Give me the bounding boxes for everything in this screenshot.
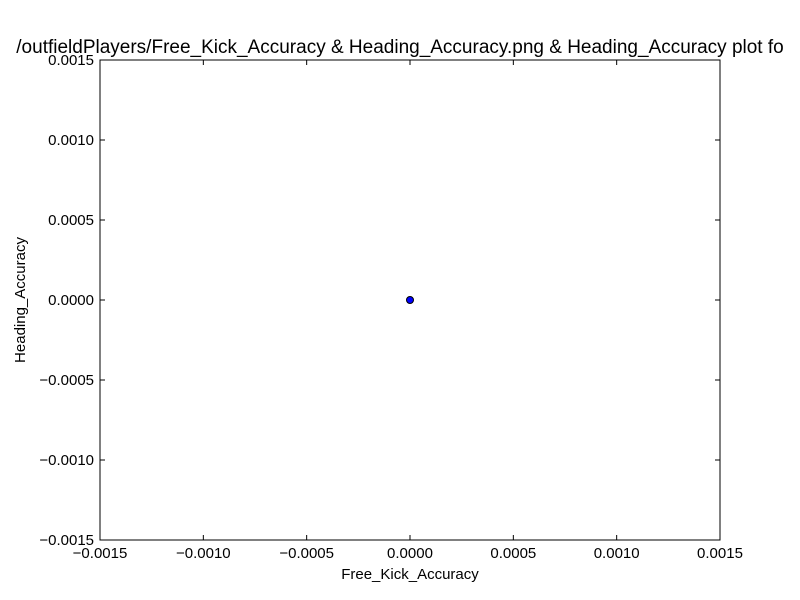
y-tick-label: 0.0000	[48, 292, 94, 309]
y-tick-label: 0.0005	[48, 212, 94, 229]
y-tick-label: −0.0005	[39, 372, 94, 389]
x-tick-label: 0.0015	[697, 545, 743, 562]
x-tick-label: −0.0005	[279, 545, 334, 562]
axes: −0.0015 −0.0010 −0.0005 0.0000 0.0005 0.0010 0…	[39, 52, 743, 562]
chart-title: /outfieldPlayers/Free_Kick_Accuracy & He…	[16, 37, 783, 58]
y-axis-label: Heading_Accuracy	[12, 237, 29, 363]
y-tick-label: −0.0010	[39, 452, 94, 469]
y-tick-label: 0.0015	[48, 52, 94, 69]
y-tick-label: 0.0010	[48, 132, 94, 149]
y-tick-label: −0.0015	[39, 532, 94, 549]
x-tick-label: 0.0010	[594, 545, 640, 562]
x-tick-label: 0.0000	[387, 545, 433, 562]
data-point	[406, 296, 414, 304]
x-tick-label: −0.0015	[73, 545, 128, 562]
x-tick-label: 0.0005	[490, 545, 536, 562]
x-tick-label: −0.0010	[176, 545, 231, 562]
x-axis-label: Free_Kick_Accuracy	[341, 566, 479, 583]
